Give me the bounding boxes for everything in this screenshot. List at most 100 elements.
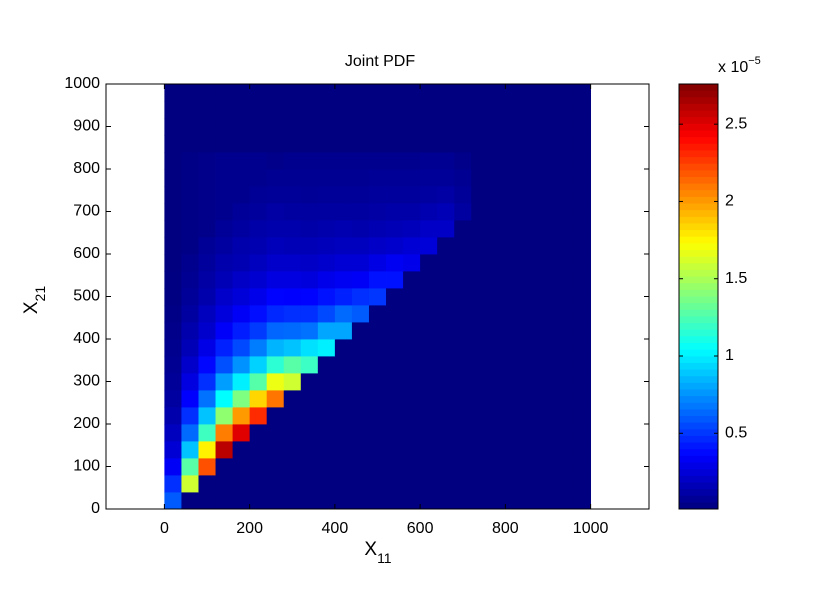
colorbar-swatch bbox=[679, 422, 718, 430]
heatmap-cell bbox=[573, 152, 592, 170]
heatmap-cell bbox=[420, 220, 438, 238]
heatmap-cell bbox=[283, 492, 302, 510]
heatmap-cell bbox=[386, 220, 404, 238]
heatmap-cell bbox=[488, 237, 506, 255]
heatmap-cell bbox=[454, 169, 472, 187]
heatmap-cell bbox=[232, 305, 251, 323]
heatmap-cell bbox=[368, 475, 387, 493]
x-tick-label: 800 bbox=[492, 520, 519, 537]
y-axis-label: X21 bbox=[21, 286, 48, 314]
heatmap-cell bbox=[249, 203, 268, 221]
heatmap-cell bbox=[573, 186, 592, 204]
heatmap-cell bbox=[300, 186, 319, 204]
heatmap-cell bbox=[215, 373, 233, 391]
heatmap-cell bbox=[505, 271, 523, 289]
heatmap-cell bbox=[403, 152, 421, 170]
heatmap-cell bbox=[539, 339, 557, 357]
heatmap-cell bbox=[573, 356, 592, 374]
heatmap-cell bbox=[266, 101, 285, 119]
heatmap-cell bbox=[164, 492, 182, 510]
heatmap-cell bbox=[334, 390, 353, 408]
heatmap-cell bbox=[454, 152, 472, 170]
heatmap-cell bbox=[505, 458, 523, 476]
heatmap-cell bbox=[181, 339, 199, 357]
heatmap-cell bbox=[573, 118, 592, 136]
heatmap-cell bbox=[249, 152, 268, 170]
heatmap-cell bbox=[573, 220, 592, 238]
heatmap-cell bbox=[471, 322, 489, 340]
heatmap-cell bbox=[249, 339, 268, 357]
heatmap-cell bbox=[437, 254, 455, 272]
heatmap-cell bbox=[249, 135, 268, 153]
heatmap-cell bbox=[317, 356, 336, 374]
heatmap-cell bbox=[471, 203, 489, 221]
x-tick-label: 200 bbox=[236, 520, 263, 537]
heatmap-cell bbox=[198, 373, 216, 391]
colorbar-box bbox=[678, 83, 719, 510]
heatmap-cell bbox=[505, 407, 523, 425]
heatmap-cell bbox=[403, 220, 421, 238]
heatmap-cell bbox=[351, 203, 370, 221]
heatmap-cell bbox=[164, 288, 182, 306]
heatmap-cell bbox=[232, 373, 251, 391]
heatmap-cell bbox=[300, 118, 319, 136]
heatmap-cell bbox=[249, 169, 268, 187]
heatmap-cell bbox=[232, 407, 251, 425]
y-tick-label: 700 bbox=[73, 203, 100, 220]
heatmap-cell bbox=[420, 441, 438, 459]
heatmap-cell bbox=[283, 458, 302, 476]
heatmap-cell bbox=[249, 237, 268, 255]
heatmap-cell bbox=[556, 288, 574, 306]
heatmap-cell bbox=[522, 271, 540, 289]
heatmap-cell bbox=[232, 220, 251, 238]
heatmap-cell bbox=[164, 203, 182, 221]
heatmap-cell bbox=[215, 288, 233, 306]
heatmap-cell bbox=[386, 101, 404, 119]
heatmap-cell bbox=[573, 424, 592, 442]
heatmap-cell bbox=[317, 492, 336, 510]
heatmap-cell bbox=[334, 101, 353, 119]
heatmap-cell bbox=[454, 322, 472, 340]
heatmap-cell bbox=[334, 441, 353, 459]
heatmap-cell bbox=[539, 271, 557, 289]
heatmap-cell bbox=[351, 101, 370, 119]
heatmap-cell bbox=[437, 424, 455, 442]
heatmap-cell bbox=[522, 390, 540, 408]
chart-title: Joint PDF bbox=[345, 53, 415, 70]
heatmap-cell bbox=[420, 203, 438, 221]
heatmap-cell bbox=[437, 135, 455, 153]
heatmap-cell bbox=[505, 152, 523, 170]
heatmap-cell bbox=[368, 339, 387, 357]
heatmap-cell bbox=[556, 305, 574, 323]
colorbar-tick-label: 2 bbox=[725, 193, 734, 210]
heatmap-cell bbox=[351, 424, 370, 442]
heatmap-cell bbox=[368, 101, 387, 119]
heatmap-cell bbox=[266, 475, 285, 493]
heatmap-cell bbox=[420, 492, 438, 510]
heatmap-cell bbox=[522, 458, 540, 476]
heatmap-cell bbox=[198, 390, 216, 408]
colorbar-swatch bbox=[679, 316, 718, 324]
heatmap-cell bbox=[488, 373, 506, 391]
heatmap-cell bbox=[164, 118, 182, 136]
heatmap-cell bbox=[556, 152, 574, 170]
heatmap-cell bbox=[351, 186, 370, 204]
colorbar-swatch bbox=[679, 389, 718, 397]
colorbar-swatch bbox=[679, 475, 718, 483]
heatmap-cell bbox=[522, 135, 540, 153]
heatmap-cell bbox=[556, 356, 574, 374]
heatmap-cell bbox=[420, 288, 438, 306]
heatmap-cell bbox=[317, 84, 336, 102]
heatmap-cell bbox=[198, 220, 216, 238]
heatmap-cell bbox=[283, 186, 302, 204]
colorbar-swatch bbox=[679, 130, 718, 138]
heatmap-cell bbox=[317, 390, 336, 408]
heatmap-cell bbox=[215, 492, 233, 510]
heatmap-cell bbox=[539, 254, 557, 272]
heatmap-cell bbox=[266, 220, 285, 238]
heatmap-cell bbox=[249, 322, 268, 340]
heatmap-cell bbox=[249, 407, 268, 425]
heatmap-cell bbox=[573, 492, 592, 510]
heatmap-cell bbox=[488, 441, 506, 459]
heatmap-cell bbox=[232, 254, 251, 272]
